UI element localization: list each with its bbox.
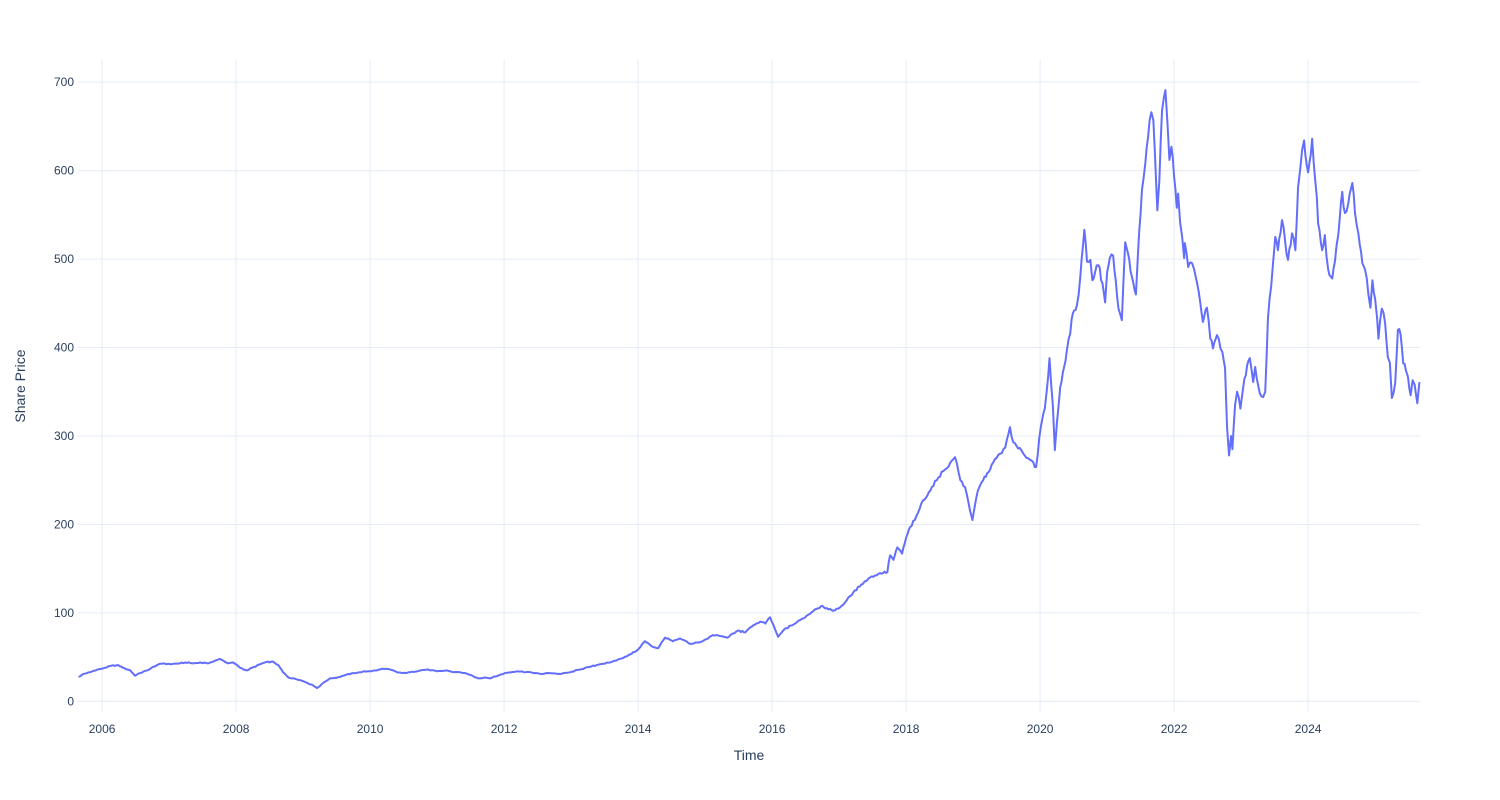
x-gridlines [101, 60, 1309, 712]
x-axis-title: Time [734, 747, 765, 763]
x-tick-label: 2024 [1295, 722, 1322, 736]
y-tick-label: 600 [54, 164, 74, 178]
x-tick-label: 2018 [893, 722, 920, 736]
x-tick-label: 2014 [625, 722, 652, 736]
x-tick-label: 2006 [89, 722, 116, 736]
x-tick-label: 2012 [491, 722, 518, 736]
x-tick-label: 2016 [759, 722, 786, 736]
x-tick-labels: 2006 2008 2010 2012 2014 2016 2018 2020 2022 2024 [89, 722, 1322, 736]
x-tick-label: 2020 [1027, 722, 1054, 736]
x-tick-label: 2022 [1161, 722, 1188, 736]
y-tick-label: 100 [54, 606, 74, 620]
y-tick-label: 200 [54, 518, 74, 532]
x-tick-label: 2008 [223, 722, 250, 736]
x-tick-label: 2010 [357, 722, 384, 736]
y-gridlines [78, 81, 1420, 702]
y-tick-label: 500 [54, 252, 74, 266]
y-tick-label: 700 [54, 75, 74, 89]
price-line-series[interactable] [78, 89, 1421, 690]
y-tick-label: 0 [67, 694, 74, 708]
y-tick-label: 400 [54, 341, 74, 355]
y-tick-label: 300 [54, 429, 74, 443]
y-axis-title: Share Price [12, 349, 28, 422]
y-tick-labels: 0 100 200 300 400 500 600 700 [54, 75, 74, 708]
